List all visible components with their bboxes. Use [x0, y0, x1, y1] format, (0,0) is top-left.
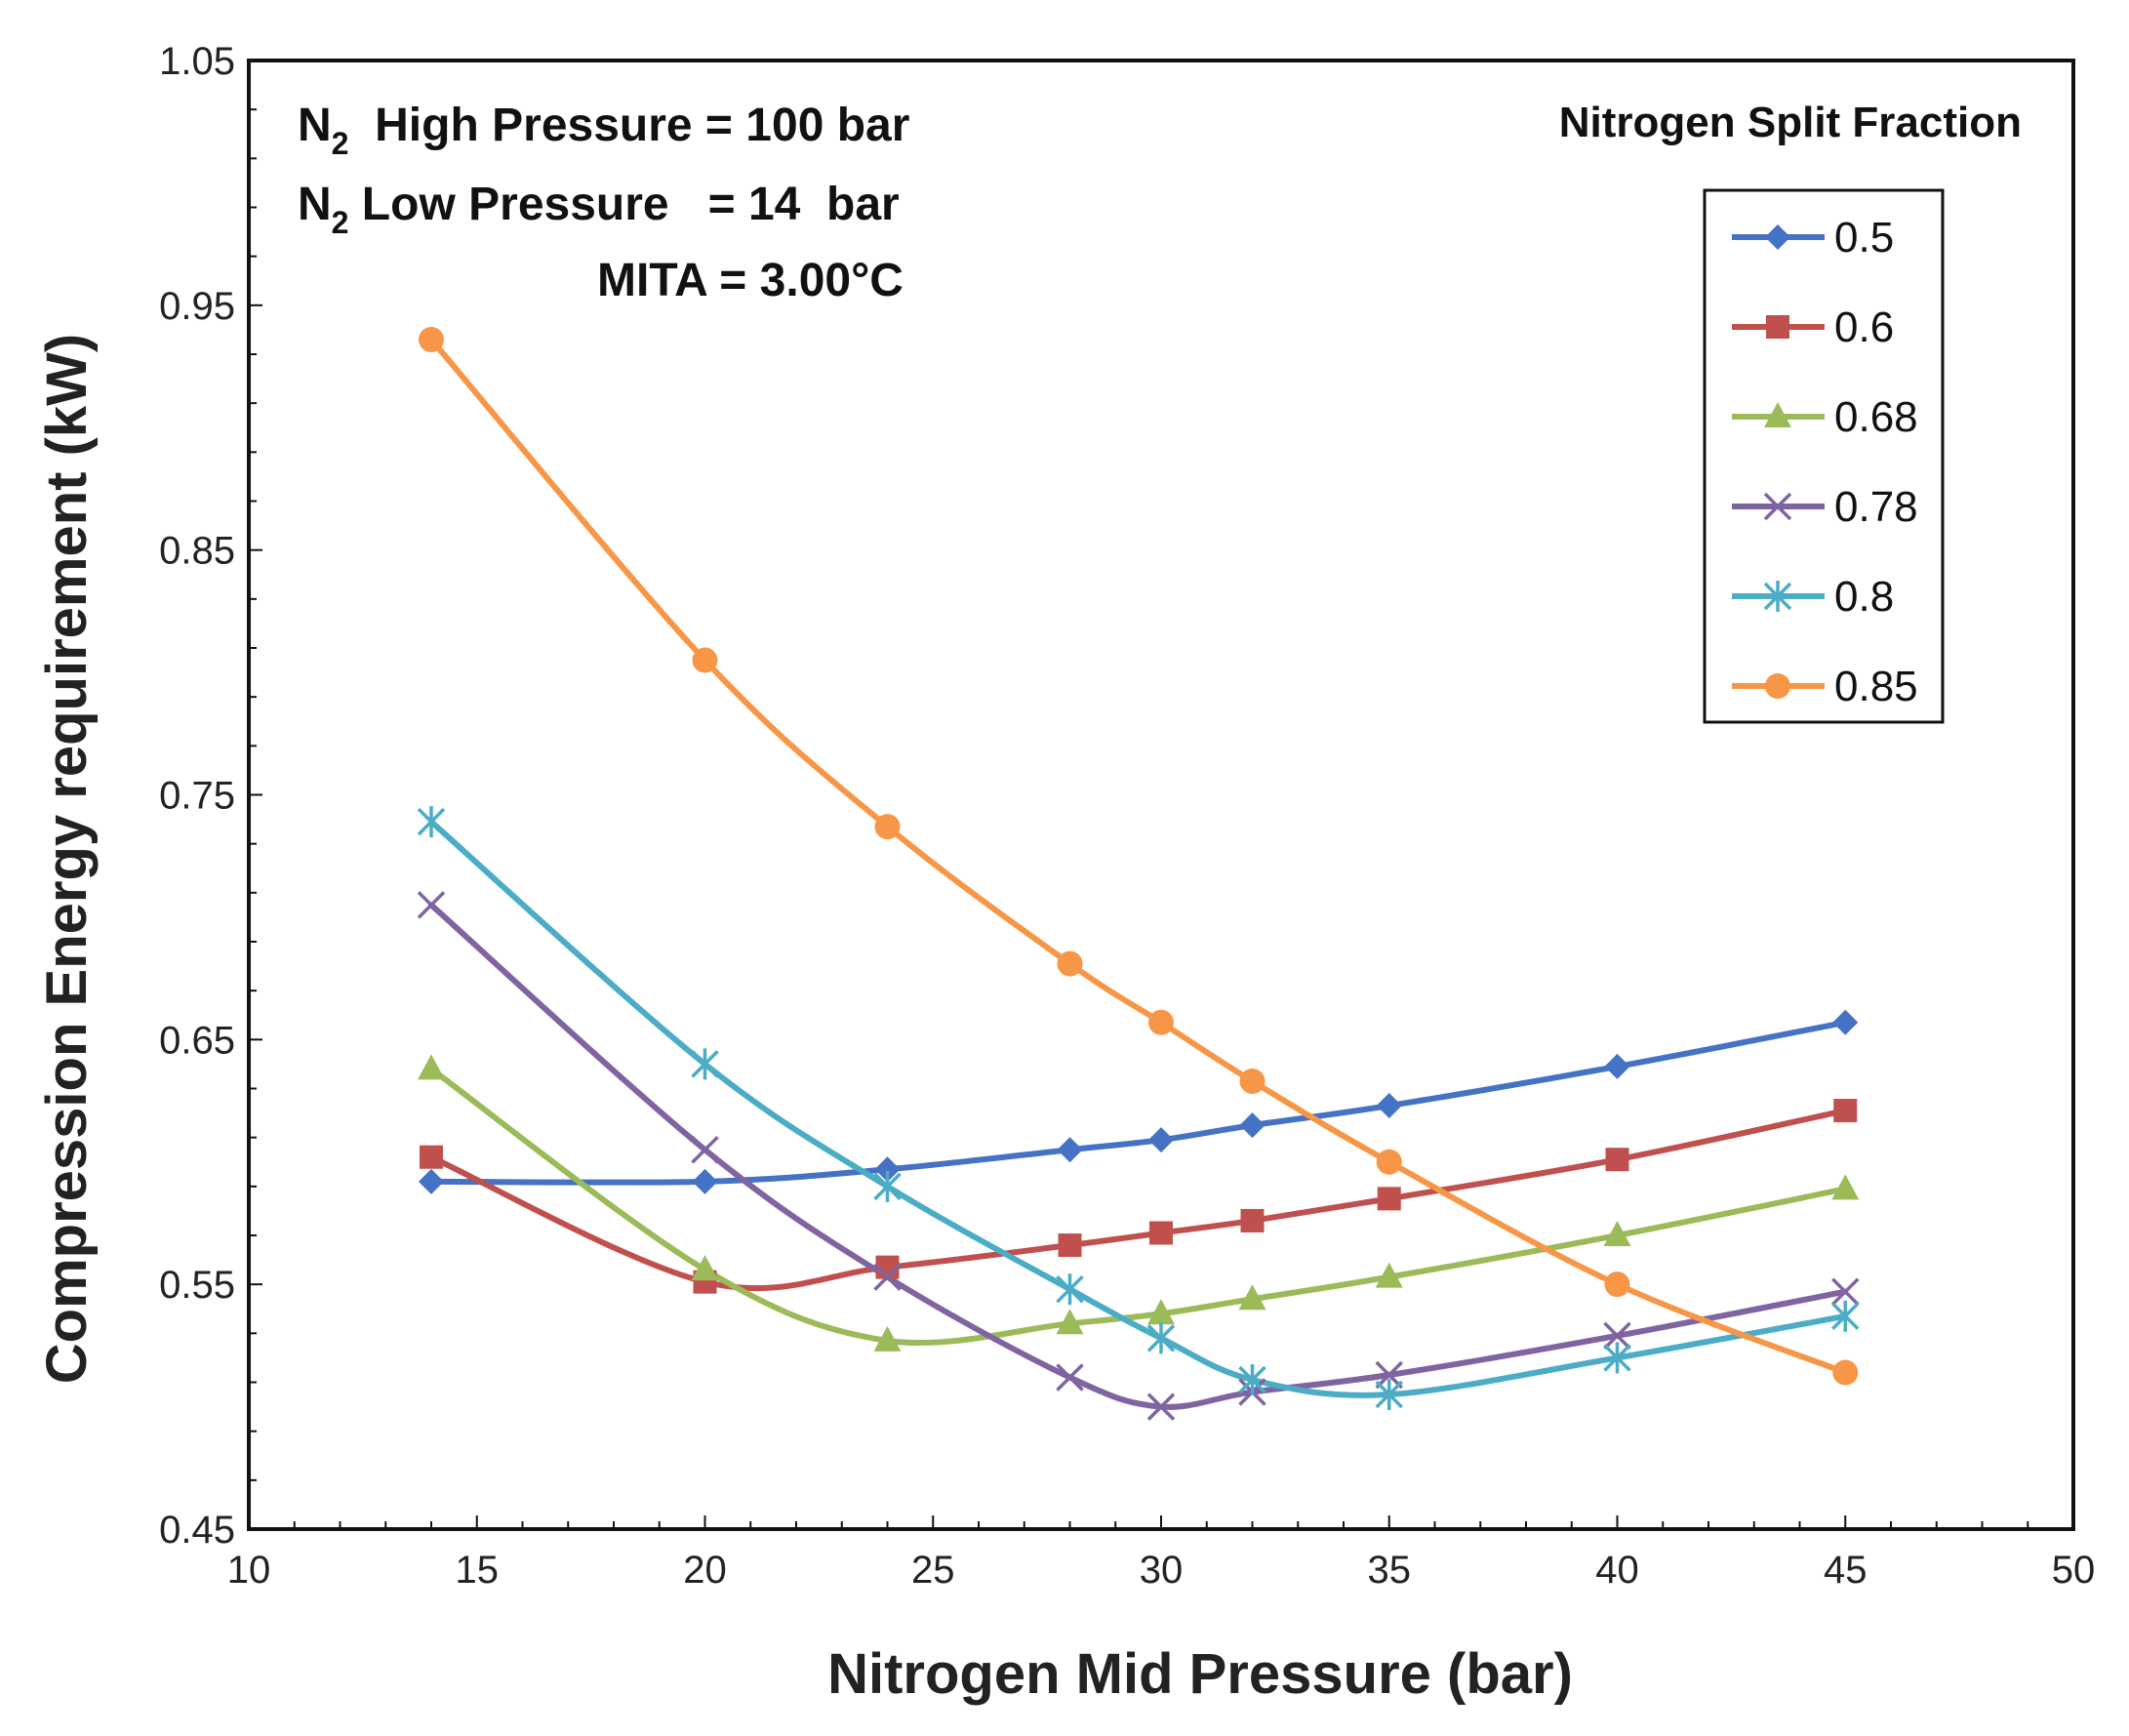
data-point-0.85	[1376, 1149, 1402, 1175]
legend-title: Nitrogen Split Fraction	[1559, 99, 2022, 146]
data-point-0.6	[420, 1145, 443, 1169]
data-point-0.78	[1603, 1321, 1631, 1351]
x-tick-label: 25	[911, 1549, 955, 1592]
data-point-0.6	[1605, 1148, 1629, 1172]
annotation-block: N2 High Pressure = 100 bar N2 Low Pressu…	[298, 100, 909, 306]
x-tick-label: 40	[1595, 1549, 1639, 1592]
legend-marker	[1765, 673, 1790, 699]
legend-marker	[1763, 492, 1792, 521]
data-point-0.5	[1148, 1127, 1174, 1153]
data-point-0.78	[1146, 1393, 1176, 1421]
x-tick-label: 50	[2052, 1549, 2096, 1592]
legend-label: 0.68	[1834, 393, 1918, 441]
data-point-0.8	[873, 1170, 902, 1202]
x-tick-label: 35	[1368, 1549, 1412, 1592]
data-point-0.6	[1149, 1221, 1173, 1245]
legend-entry-0.5: 0.5	[1732, 214, 1894, 262]
data-point-0.68	[1238, 1284, 1266, 1311]
data-point-0.5	[1832, 1009, 1859, 1035]
x-axis-title: Nitrogen Mid Pressure (bar)	[827, 1642, 1573, 1706]
series-markers	[417, 326, 1860, 1421]
data-point-0.6	[1833, 1099, 1858, 1123]
data-point-0.68	[691, 1255, 719, 1281]
legend-label: 0.6	[1834, 303, 1894, 351]
y-axis-title: Compression Energy requirement (kW)	[35, 334, 99, 1384]
data-point-0.78	[1831, 1277, 1860, 1306]
data-point-0.78	[873, 1263, 902, 1291]
data-point-0.68	[873, 1325, 902, 1352]
x-tick-label: 10	[227, 1549, 271, 1592]
data-point-0.8	[1831, 1300, 1860, 1332]
y-tick-label: 0.55	[159, 1264, 235, 1307]
plot-frame	[247, 59, 2075, 1531]
y-tick-label: 0.95	[159, 285, 235, 328]
x-tick-label: 20	[683, 1549, 727, 1592]
data-point-0.6	[1377, 1187, 1401, 1211]
data-point-0.68	[1056, 1309, 1084, 1335]
annotation-mita: MITA = 3.00°C	[597, 255, 904, 306]
legend-entry-0.85: 0.85	[1732, 663, 1918, 710]
legend-marker	[1765, 224, 1790, 250]
data-point-0.85	[1604, 1272, 1630, 1298]
data-point-0.8	[1603, 1342, 1631, 1374]
annotation-high-pressure: N2 High Pressure = 100 bar	[298, 100, 909, 161]
data-point-0.68	[1831, 1174, 1860, 1200]
data-point-0.8	[1056, 1273, 1084, 1306]
data-point-0.5	[874, 1156, 901, 1183]
data-point-0.6	[1240, 1208, 1265, 1232]
data-point-0.8	[691, 1048, 719, 1080]
data-point-0.5	[692, 1168, 718, 1194]
y-tick-label: 1.05	[159, 40, 235, 83]
data-point-0.85	[692, 647, 718, 673]
y-tick-label: 0.85	[159, 530, 235, 573]
legend-label: 0.8	[1834, 573, 1894, 621]
data-point-0.85	[874, 814, 901, 840]
data-point-0.85	[419, 326, 444, 352]
data-point-0.5	[1239, 1112, 1265, 1139]
data-point-0.5	[1057, 1137, 1083, 1163]
data-point-0.6	[1058, 1233, 1082, 1258]
x-tick-label: 30	[1140, 1549, 1184, 1592]
tick-labels: 10 15 20 25 30 35 40 45 500.450.550.650.750.850.…	[159, 40, 2095, 1592]
legend-entry-0.78: 0.78	[1732, 483, 1918, 531]
y-tick-label: 0.45	[159, 1509, 235, 1552]
legend-box	[1703, 188, 1945, 724]
y-tick-label: 0.65	[159, 1019, 235, 1062]
x-tick-label: 45	[1824, 1549, 1868, 1592]
legend-label: 0.78	[1834, 483, 1918, 531]
data-point-0.5	[1604, 1053, 1630, 1079]
data-point-0.68	[1147, 1299, 1175, 1325]
legend-marker	[1763, 581, 1792, 612]
legend-label: 0.5	[1834, 214, 1894, 262]
legend-entry-0.6: 0.6	[1732, 303, 1894, 351]
data-point-0.68	[1603, 1221, 1631, 1246]
data-point-0.68	[418, 1054, 445, 1080]
data-point-0.8	[1146, 1322, 1176, 1354]
data-point-0.8	[417, 806, 446, 838]
legend-label: 0.85	[1834, 663, 1918, 710]
legend-marker	[1764, 402, 1791, 427]
data-point-0.5	[1376, 1093, 1402, 1119]
legend-entry-0.68: 0.68	[1732, 393, 1918, 441]
data-point-0.68	[1375, 1262, 1403, 1288]
data-point-0.85	[1148, 1009, 1174, 1035]
data-point-0.8	[1375, 1379, 1403, 1411]
y-tick-label: 0.75	[159, 775, 235, 818]
data-point-0.5	[419, 1168, 444, 1194]
legend: 0.5 0.6 0.68 0.78 0.8 0.85	[1703, 188, 1945, 724]
legend-marker	[1766, 315, 1789, 339]
data-point-0.85	[1057, 950, 1083, 977]
data-point-0.78	[417, 891, 446, 919]
x-tick-label: 15	[456, 1549, 500, 1592]
data-point-0.78	[1375, 1360, 1403, 1390]
data-point-0.85	[1832, 1359, 1859, 1386]
data-point-0.85	[1239, 1068, 1265, 1094]
data-point-0.8	[1238, 1363, 1266, 1395]
data-point-0.78	[1056, 1363, 1084, 1392]
legend-entry-0.8: 0.8	[1732, 573, 1894, 621]
data-point-0.78	[691, 1135, 719, 1164]
annotation-low-pressure: N2 Low Pressure = 14 bar	[298, 179, 900, 240]
